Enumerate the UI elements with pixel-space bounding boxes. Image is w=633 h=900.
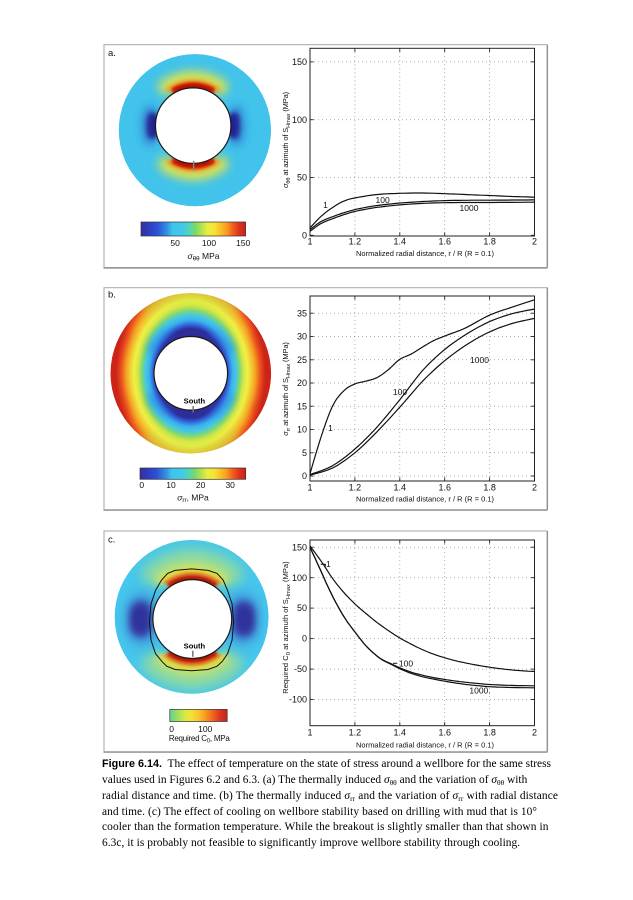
svg-text:50: 50 (297, 173, 307, 183)
svg-text:1000.: 1000. (469, 686, 490, 696)
svg-text:1.4: 1.4 (394, 727, 407, 737)
svg-text:1.2: 1.2 (349, 727, 362, 737)
svg-text:1000: 1000 (460, 203, 479, 213)
svg-text:0: 0 (139, 480, 144, 490)
svg-text:1.8: 1.8 (483, 482, 496, 492)
svg-text:1.6: 1.6 (438, 727, 451, 737)
svg-text:150: 150 (236, 238, 250, 248)
svg-text:20: 20 (196, 480, 206, 490)
svg-text:a.: a. (108, 48, 116, 59)
svg-text:50: 50 (170, 238, 180, 248)
svg-text:1000: 1000 (470, 355, 489, 365)
svg-text:σθθ at azimuth of SHmax (MPa): σθθ at azimuth of SHmax (MPa) (281, 91, 292, 188)
svg-text:b.: b. (108, 289, 116, 300)
svg-text:30: 30 (297, 332, 307, 342)
svg-text:Required C0, MPa: Required C0, MPa (169, 734, 231, 745)
svg-text:1: 1 (326, 559, 331, 569)
svg-text:South: South (184, 641, 206, 650)
svg-text:100: 100 (198, 724, 212, 734)
svg-text:2: 2 (532, 482, 537, 492)
svg-text:100: 100 (292, 115, 307, 125)
svg-text:30: 30 (225, 480, 235, 490)
svg-text:σθθ MPa: σθθ MPa (188, 251, 220, 263)
svg-text:100: 100 (292, 573, 307, 583)
svg-text:10: 10 (297, 425, 307, 435)
svg-text:1: 1 (307, 482, 312, 492)
svg-text:1.6: 1.6 (438, 482, 451, 492)
svg-text:2: 2 (532, 727, 537, 737)
svg-text:1.8: 1.8 (483, 727, 496, 737)
svg-text:150: 150 (292, 542, 307, 552)
svg-text:1.8: 1.8 (483, 237, 496, 247)
svg-text:50: 50 (297, 603, 307, 613)
svg-text:100: 100 (202, 238, 216, 248)
svg-text:15: 15 (297, 401, 307, 411)
svg-text:1: 1 (307, 727, 312, 737)
svg-text:Required C0 at azimuth of SHma: Required C0 at azimuth of SHmax (MPa) (281, 561, 292, 694)
svg-text:150: 150 (292, 57, 307, 67)
svg-text:35: 35 (297, 308, 307, 318)
svg-text:0: 0 (302, 634, 307, 644)
svg-text:1: 1 (323, 200, 328, 210)
svg-text:Normalized radial distance, r: Normalized radial distance, r / R (R = 0… (356, 740, 494, 749)
svg-text:Normalized radial distance, r: Normalized radial distance, r / R (R = 0… (356, 494, 494, 503)
svg-text:0: 0 (302, 471, 307, 481)
svg-text:1.4: 1.4 (394, 482, 407, 492)
svg-text:1: 1 (328, 423, 333, 433)
svg-text:Normalized radial distance, r: Normalized radial distance, r / R (R = 0… (356, 249, 494, 258)
svg-text:1.6: 1.6 (438, 237, 451, 247)
svg-text:100: 100 (393, 387, 407, 397)
svg-text:5: 5 (302, 448, 307, 458)
svg-text:0: 0 (169, 724, 174, 734)
svg-text:2: 2 (532, 237, 537, 247)
svg-text:1.4: 1.4 (394, 237, 407, 247)
svg-text:10: 10 (166, 480, 176, 490)
svg-text:c.: c. (108, 535, 115, 546)
svg-text:20: 20 (297, 378, 307, 388)
svg-text:25: 25 (297, 355, 307, 365)
svg-text:-100: -100 (289, 695, 307, 705)
svg-text:South: South (184, 396, 206, 405)
svg-text:1.2: 1.2 (349, 237, 362, 247)
svg-text:100: 100 (376, 195, 390, 205)
svg-text:σrr at azimuth of SHmax (MPa): σrr at azimuth of SHmax (MPa) (281, 342, 292, 436)
svg-text:1.2: 1.2 (349, 482, 362, 492)
svg-text:σrr, MPa: σrr, MPa (177, 492, 209, 504)
svg-text:0: 0 (302, 230, 307, 240)
svg-text:1: 1 (307, 237, 312, 247)
svg-text:100: 100 (399, 658, 413, 668)
svg-text:-50: -50 (294, 664, 307, 674)
